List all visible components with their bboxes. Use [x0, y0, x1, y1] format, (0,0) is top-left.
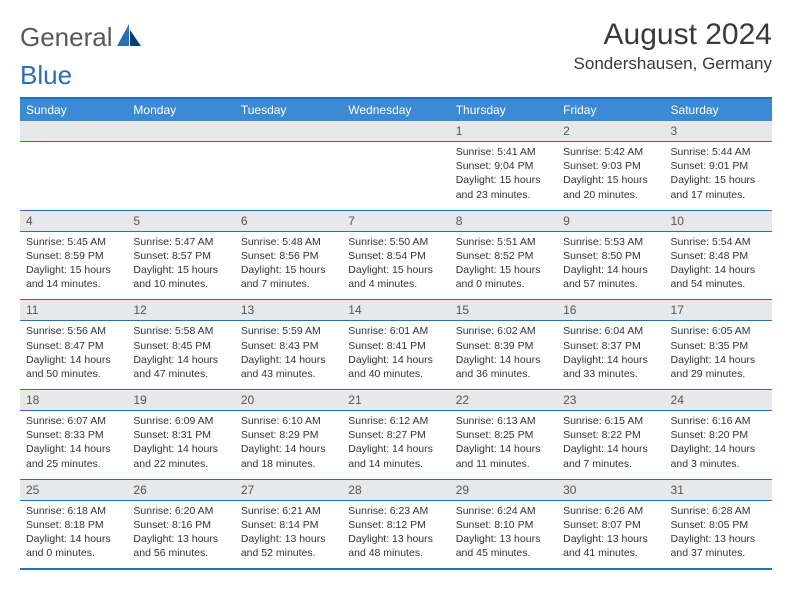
- weekday-header-row: SundayMondayTuesdayWednesdayThursdayFrid…: [20, 98, 772, 121]
- day-detail-cell: Sunrise: 6:01 AMSunset: 8:41 PMDaylight:…: [342, 321, 449, 390]
- day-number-cell: 22: [450, 390, 557, 411]
- logo-text-2: Blue: [20, 60, 772, 91]
- day-number-cell: 21: [342, 390, 449, 411]
- day-number-cell: 12: [127, 300, 234, 321]
- day-detail-cell: Sunrise: 6:23 AMSunset: 8:12 PMDaylight:…: [342, 500, 449, 569]
- day-number-cell: 28: [342, 479, 449, 500]
- day-detail-cell: Sunrise: 5:56 AMSunset: 8:47 PMDaylight:…: [20, 321, 127, 390]
- day-number-cell: 27: [235, 479, 342, 500]
- day-number-cell: 23: [557, 390, 664, 411]
- day-detail-cell: Sunrise: 6:28 AMSunset: 8:05 PMDaylight:…: [665, 500, 772, 569]
- day-number-row: 25262728293031: [20, 479, 772, 500]
- day-detail-cell: [127, 142, 234, 211]
- day-number-cell: 4: [20, 210, 127, 231]
- day-detail-cell: Sunrise: 6:15 AMSunset: 8:22 PMDaylight:…: [557, 411, 664, 480]
- day-detail-cell: Sunrise: 6:20 AMSunset: 8:16 PMDaylight:…: [127, 500, 234, 569]
- day-number-cell: 15: [450, 300, 557, 321]
- day-detail-row: Sunrise: 5:56 AMSunset: 8:47 PMDaylight:…: [20, 321, 772, 390]
- day-number-cell: 20: [235, 390, 342, 411]
- day-detail-cell: Sunrise: 5:51 AMSunset: 8:52 PMDaylight:…: [450, 231, 557, 300]
- day-detail-cell: Sunrise: 6:12 AMSunset: 8:27 PMDaylight:…: [342, 411, 449, 480]
- day-detail-cell: Sunrise: 5:41 AMSunset: 9:04 PMDaylight:…: [450, 142, 557, 211]
- day-detail-cell: [20, 142, 127, 211]
- day-detail-cell: Sunrise: 5:47 AMSunset: 8:57 PMDaylight:…: [127, 231, 234, 300]
- day-number-cell: [342, 121, 449, 142]
- day-number-cell: [127, 121, 234, 142]
- day-detail-cell: Sunrise: 6:09 AMSunset: 8:31 PMDaylight:…: [127, 411, 234, 480]
- day-number-cell: 19: [127, 390, 234, 411]
- weekday-header: Monday: [127, 98, 234, 121]
- day-number-cell: 5: [127, 210, 234, 231]
- day-detail-cell: Sunrise: 6:13 AMSunset: 8:25 PMDaylight:…: [450, 411, 557, 480]
- day-detail-cell: Sunrise: 5:59 AMSunset: 8:43 PMDaylight:…: [235, 321, 342, 390]
- day-detail-row: Sunrise: 5:41 AMSunset: 9:04 PMDaylight:…: [20, 142, 772, 211]
- day-detail-cell: Sunrise: 6:21 AMSunset: 8:14 PMDaylight:…: [235, 500, 342, 569]
- day-detail-cell: Sunrise: 6:02 AMSunset: 8:39 PMDaylight:…: [450, 321, 557, 390]
- day-number-cell: 14: [342, 300, 449, 321]
- day-number-cell: 2: [557, 121, 664, 142]
- logo: General: [20, 18, 143, 53]
- day-number-row: 123: [20, 121, 772, 142]
- day-number-cell: 16: [557, 300, 664, 321]
- day-number-cell: 7: [342, 210, 449, 231]
- day-detail-cell: Sunrise: 5:45 AMSunset: 8:59 PMDaylight:…: [20, 231, 127, 300]
- day-detail-cell: [342, 142, 449, 211]
- day-detail-row: Sunrise: 5:45 AMSunset: 8:59 PMDaylight:…: [20, 231, 772, 300]
- day-detail-row: Sunrise: 6:07 AMSunset: 8:33 PMDaylight:…: [20, 411, 772, 480]
- day-detail-cell: Sunrise: 5:54 AMSunset: 8:48 PMDaylight:…: [665, 231, 772, 300]
- weekday-header: Tuesday: [235, 98, 342, 121]
- day-number-cell: 3: [665, 121, 772, 142]
- day-number-cell: 31: [665, 479, 772, 500]
- day-detail-cell: [235, 142, 342, 211]
- day-detail-cell: Sunrise: 6:10 AMSunset: 8:29 PMDaylight:…: [235, 411, 342, 480]
- day-number-cell: [235, 121, 342, 142]
- weekday-header: Wednesday: [342, 98, 449, 121]
- day-number-cell: 13: [235, 300, 342, 321]
- logo-text-1: General: [20, 22, 113, 53]
- day-detail-cell: Sunrise: 5:44 AMSunset: 9:01 PMDaylight:…: [665, 142, 772, 211]
- day-detail-cell: Sunrise: 5:53 AMSunset: 8:50 PMDaylight:…: [557, 231, 664, 300]
- logo-sail-icon: [117, 22, 143, 53]
- day-number-cell: 10: [665, 210, 772, 231]
- day-number-cell: 11: [20, 300, 127, 321]
- day-detail-cell: Sunrise: 6:04 AMSunset: 8:37 PMDaylight:…: [557, 321, 664, 390]
- day-detail-cell: Sunrise: 5:48 AMSunset: 8:56 PMDaylight:…: [235, 231, 342, 300]
- day-detail-cell: Sunrise: 5:58 AMSunset: 8:45 PMDaylight:…: [127, 321, 234, 390]
- day-number-cell: 26: [127, 479, 234, 500]
- day-number-cell: 6: [235, 210, 342, 231]
- weekday-header: Thursday: [450, 98, 557, 121]
- month-title: August 2024: [574, 18, 772, 52]
- weekday-header: Saturday: [665, 98, 772, 121]
- day-number-row: 45678910: [20, 210, 772, 231]
- day-detail-cell: Sunrise: 6:24 AMSunset: 8:10 PMDaylight:…: [450, 500, 557, 569]
- day-detail-cell: Sunrise: 5:42 AMSunset: 9:03 PMDaylight:…: [557, 142, 664, 211]
- day-detail-cell: Sunrise: 6:18 AMSunset: 8:18 PMDaylight:…: [20, 500, 127, 569]
- day-number-cell: 29: [450, 479, 557, 500]
- day-detail-cell: Sunrise: 5:50 AMSunset: 8:54 PMDaylight:…: [342, 231, 449, 300]
- day-detail-cell: Sunrise: 6:26 AMSunset: 8:07 PMDaylight:…: [557, 500, 664, 569]
- day-number-cell: 9: [557, 210, 664, 231]
- day-number-cell: 25: [20, 479, 127, 500]
- day-number-cell: 17: [665, 300, 772, 321]
- day-number-row: 18192021222324: [20, 390, 772, 411]
- weekday-header: Sunday: [20, 98, 127, 121]
- day-detail-cell: Sunrise: 6:16 AMSunset: 8:20 PMDaylight:…: [665, 411, 772, 480]
- day-number-cell: 18: [20, 390, 127, 411]
- day-number-cell: 8: [450, 210, 557, 231]
- calendar-table: SundayMondayTuesdayWednesdayThursdayFrid…: [20, 97, 772, 570]
- day-number-cell: 24: [665, 390, 772, 411]
- day-number-row: 11121314151617: [20, 300, 772, 321]
- day-number-cell: [20, 121, 127, 142]
- day-number-cell: 1: [450, 121, 557, 142]
- day-detail-cell: Sunrise: 6:07 AMSunset: 8:33 PMDaylight:…: [20, 411, 127, 480]
- day-detail-cell: Sunrise: 6:05 AMSunset: 8:35 PMDaylight:…: [665, 321, 772, 390]
- weekday-header: Friday: [557, 98, 664, 121]
- day-number-cell: 30: [557, 479, 664, 500]
- day-detail-row: Sunrise: 6:18 AMSunset: 8:18 PMDaylight:…: [20, 500, 772, 569]
